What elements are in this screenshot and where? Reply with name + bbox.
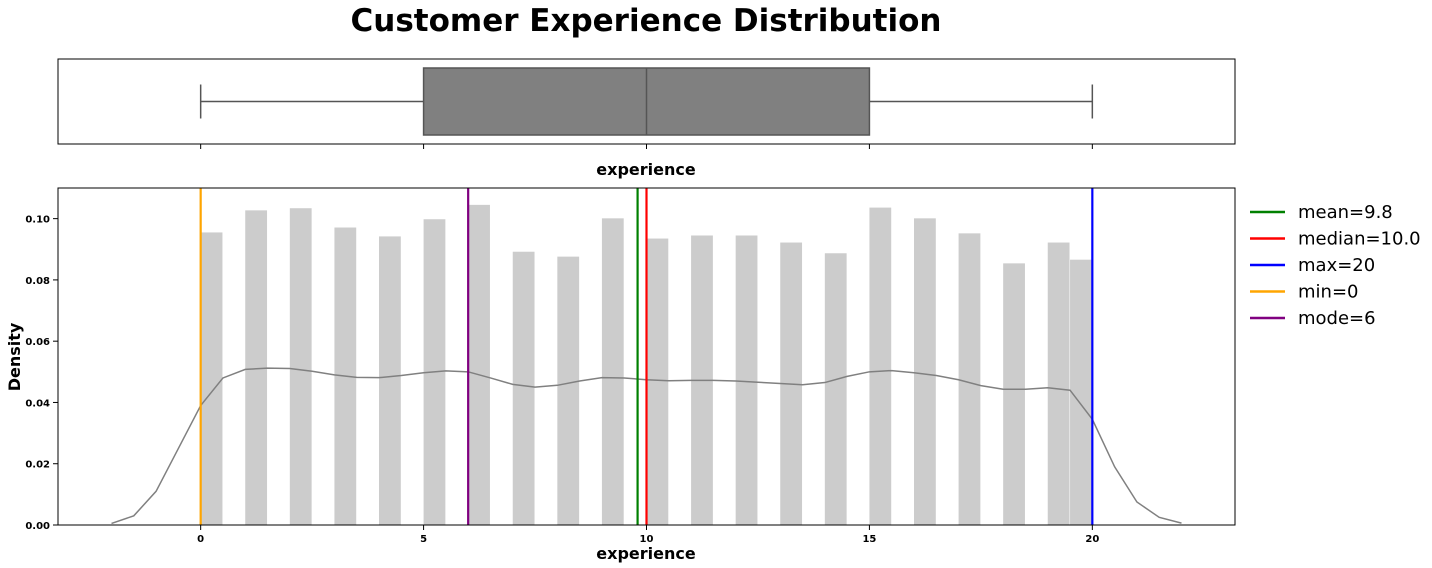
histogram-bar [735, 235, 758, 525]
x-tick-label: 10 [640, 534, 654, 545]
legend-entry-label: min=0 [1298, 282, 1358, 303]
reference-lines [199, 188, 1094, 525]
histogram-y-ticks: 0.00 0.02 0.04 0.06 0.08 0.10 [25, 215, 58, 532]
boxplot-panel: experience [57, 58, 1236, 179]
y-tick-label: 0.04 [25, 398, 50, 409]
histogram-bar [289, 208, 312, 525]
histogram-x-label: experience [596, 544, 696, 563]
histogram-bar [869, 207, 892, 525]
histogram-bars [200, 204, 1092, 526]
histogram-bar [245, 210, 268, 525]
legend-entry-label: max=20 [1298, 255, 1375, 276]
histogram-bar [200, 232, 223, 525]
x-tick-label: 20 [1085, 534, 1099, 545]
y-tick-label: 0.08 [25, 276, 50, 287]
chart-title: Customer Experience Distribution [351, 3, 942, 39]
x-tick-label: 0 [197, 534, 204, 545]
histogram-x-ticks: 0 5 10 15 20 [197, 525, 1099, 545]
histogram-bar [379, 236, 401, 525]
boxplot-x-ticks [200, 144, 1093, 149]
histogram-bar [1047, 242, 1070, 526]
y-tick-label: 0.00 [25, 521, 50, 532]
histogram-bar [958, 233, 981, 526]
histogram-bar [601, 218, 624, 525]
histogram-bar [646, 238, 669, 526]
y-tick-label: 0.10 [25, 215, 50, 226]
legend: mean=9.8 median=10.0 max=20 min=0 mode=6 [1250, 202, 1421, 329]
histogram-bar [468, 204, 490, 525]
legend-entry-label: median=10.0 [1298, 229, 1421, 250]
histogram-bar [557, 256, 580, 525]
histogram-y-label: Density [5, 322, 24, 391]
histogram-bar [1070, 259, 1092, 525]
y-tick-label: 0.06 [25, 337, 50, 348]
histogram-bar [914, 218, 936, 525]
legend-entry-label: mean=9.8 [1298, 202, 1393, 223]
y-tick-label: 0.02 [25, 460, 50, 471]
x-tick-label: 5 [420, 534, 427, 545]
histogram-bar [824, 253, 847, 526]
boxplot-x-label: experience [596, 160, 696, 179]
legend-entry-label: mode=6 [1298, 308, 1376, 329]
histogram-bar [512, 251, 535, 525]
histogram-panel: 0 5 10 15 20 0.00 0.02 0.04 0.06 0.08 0.10 experi… [5, 187, 1236, 563]
x-tick-label: 15 [862, 534, 876, 545]
histogram-bar [1003, 263, 1025, 525]
